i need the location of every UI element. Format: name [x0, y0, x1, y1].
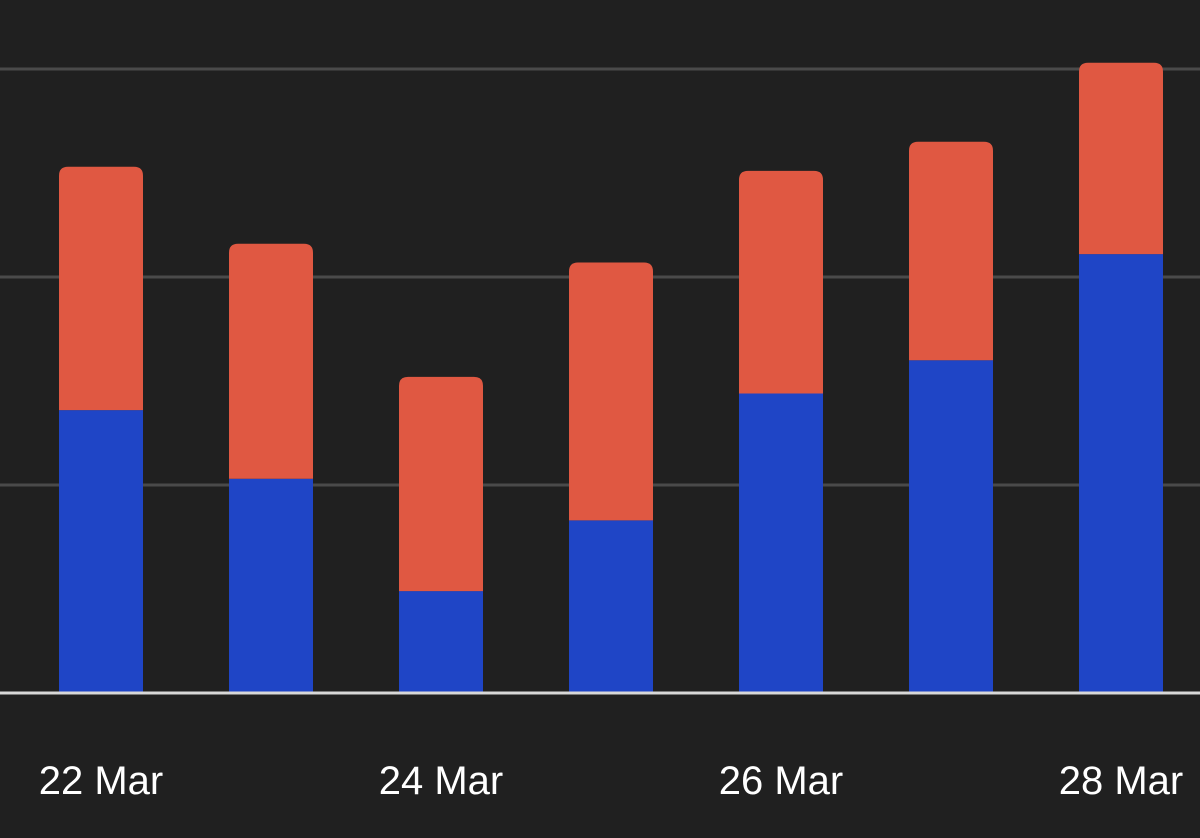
bar-25-mar-series-1 — [569, 520, 653, 693]
bar-22-mar-series-1 — [59, 410, 143, 693]
bar-27-mar-series-2 — [909, 141, 993, 361]
bar-26-mar-series-1 — [739, 393, 823, 693]
x-tick-label: 26 Mar — [719, 759, 844, 803]
bar-23-mar-series-2 — [229, 243, 313, 479]
bar-24-mar-series-1 — [399, 591, 483, 693]
x-tick-label: 24 Mar — [379, 759, 504, 803]
bars — [59, 62, 1163, 693]
x-axis-tick-labels: 22 Mar 24 Mar 26 Mar 28 Mar — [39, 759, 1184, 803]
bar-25-mar-series-2 — [569, 262, 653, 521]
bar-22-mar-series-2 — [59, 166, 143, 411]
bar-23-mar-series-1 — [229, 478, 313, 693]
x-tick-label: 22 Mar — [39, 759, 164, 803]
bar-28-mar-series-1 — [1079, 254, 1163, 693]
bar-24-mar-series-2 — [399, 376, 483, 592]
bar-26-mar-series-2 — [739, 170, 823, 394]
bar-28-mar-series-2 — [1079, 62, 1163, 255]
x-tick-label: 28 Mar — [1059, 759, 1184, 803]
bar-27-mar-series-1 — [909, 360, 993, 693]
